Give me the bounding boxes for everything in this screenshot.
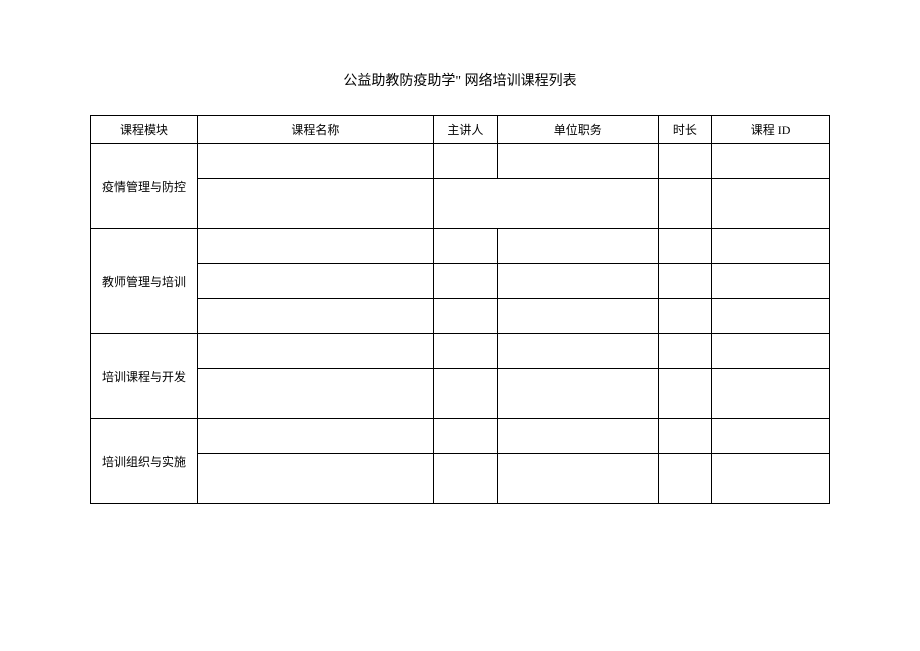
table-header-row: 课程模块 课程名称 主讲人 单位职务 时长 课程 ID (91, 116, 830, 144)
cell-speaker (433, 454, 497, 504)
cell-name (198, 264, 434, 299)
cell-speaker (433, 144, 497, 179)
table-row: 疫情管理与防控 (91, 144, 830, 179)
page-title: 公益助教防疫助学" 网络培训课程列表 (90, 70, 830, 90)
cell-position (497, 369, 658, 419)
cell-position (497, 334, 658, 369)
cell-duration (658, 369, 712, 419)
table-row (91, 299, 830, 334)
cell-id (712, 144, 830, 179)
table-row: 培训组织与实施 (91, 419, 830, 454)
col-header-speaker: 主讲人 (433, 116, 497, 144)
cell-id (712, 334, 830, 369)
cell-name (198, 299, 434, 334)
col-header-id: 课程 ID (712, 116, 830, 144)
cell-speaker (433, 369, 497, 419)
col-header-duration: 时长 (658, 116, 712, 144)
cell-id (712, 299, 830, 334)
table-row (91, 369, 830, 419)
cell-id (712, 369, 830, 419)
cell-speaker (433, 419, 497, 454)
cell-position (497, 419, 658, 454)
col-header-module: 课程模块 (91, 116, 198, 144)
cell-duration (658, 419, 712, 454)
cell-speaker (433, 229, 497, 264)
cell-id (712, 454, 830, 504)
course-table: 课程模块 课程名称 主讲人 单位职务 时长 课程 ID 疫情管理与防控 教师管理… (90, 115, 830, 504)
cell-speaker (433, 299, 497, 334)
cell-position (497, 264, 658, 299)
table-row: 培训课程与开发 (91, 334, 830, 369)
cell-name (198, 334, 434, 369)
table-row (91, 264, 830, 299)
cell-speaker (433, 334, 497, 369)
cell-id (712, 229, 830, 264)
cell-speaker (433, 264, 497, 299)
cell-duration (658, 229, 712, 264)
cell-duration (658, 299, 712, 334)
cell-id (712, 179, 830, 229)
cell-position (497, 299, 658, 334)
col-header-position: 单位职务 (497, 116, 658, 144)
table-row (91, 179, 830, 229)
cell-duration (658, 454, 712, 504)
module-cell: 培训课程与开发 (91, 334, 198, 419)
cell-name (198, 144, 434, 179)
module-cell: 疫情管理与防控 (91, 144, 198, 229)
cell-duration (658, 144, 712, 179)
cell-duration (658, 334, 712, 369)
cell-duration (658, 179, 712, 229)
table-row: 教师管理与培训 (91, 229, 830, 264)
cell-name (198, 179, 434, 229)
cell-duration (658, 264, 712, 299)
cell-merged (433, 179, 658, 229)
cell-name (198, 454, 434, 504)
table-row (91, 454, 830, 504)
cell-id (712, 419, 830, 454)
cell-name (198, 229, 434, 264)
cell-position (497, 144, 658, 179)
cell-name (198, 419, 434, 454)
col-header-name: 课程名称 (198, 116, 434, 144)
module-cell: 培训组织与实施 (91, 419, 198, 504)
cell-position (497, 229, 658, 264)
module-cell: 教师管理与培训 (91, 229, 198, 334)
cell-id (712, 264, 830, 299)
cell-position (497, 454, 658, 504)
cell-name (198, 369, 434, 419)
